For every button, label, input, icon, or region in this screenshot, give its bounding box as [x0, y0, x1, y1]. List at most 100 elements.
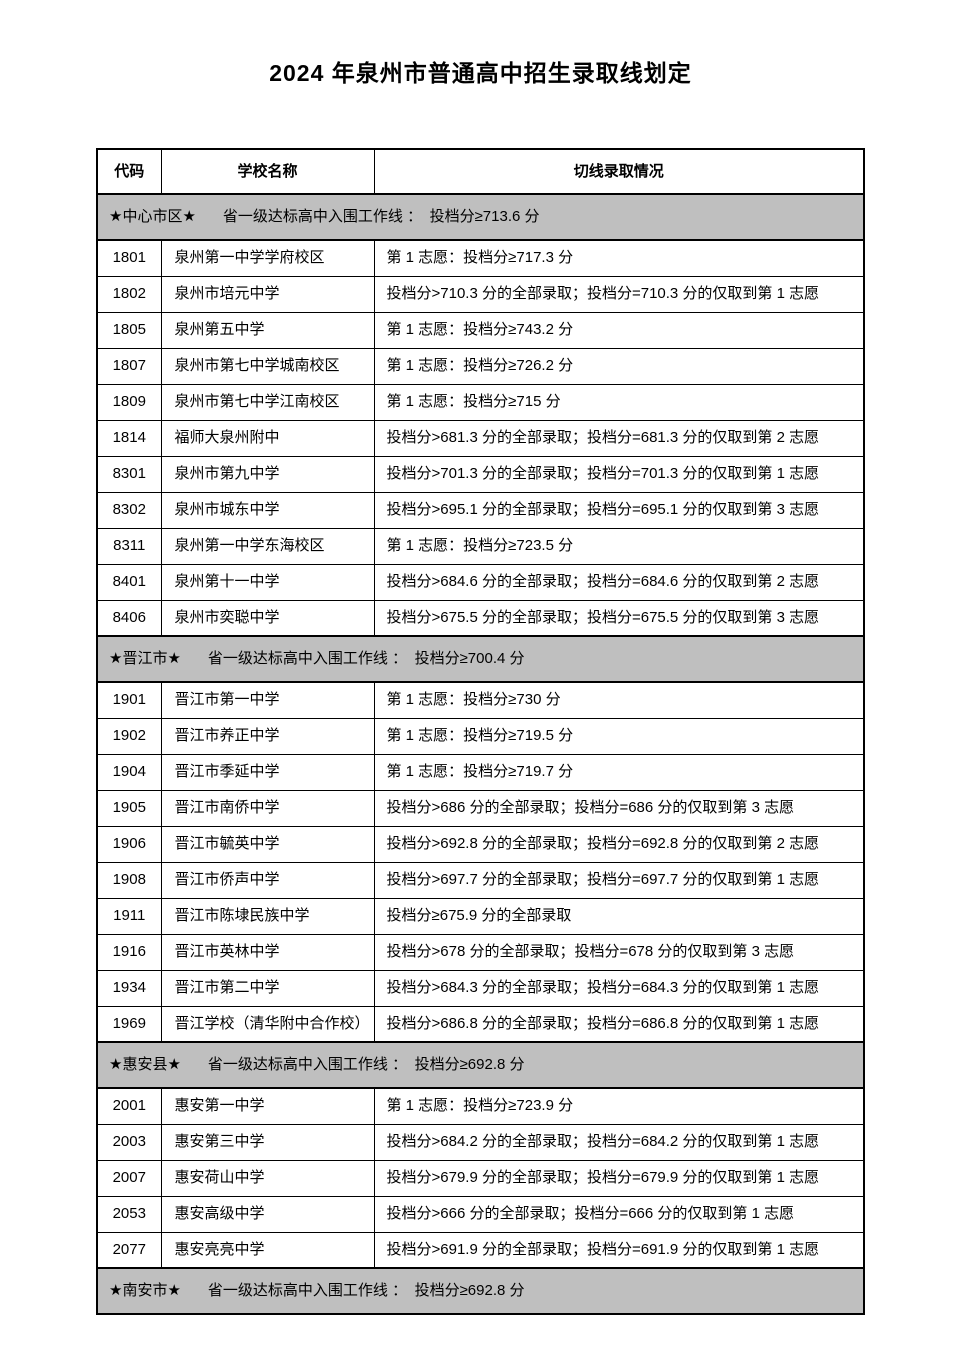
column-header-cutoff-status: 切线录取情况	[373, 148, 865, 195]
admission-cutoff-table: 代码 学校名称 切线录取情况 ★中心市区★ 省一级达标高中入围工作线 ： 投档分≥…	[96, 148, 865, 1315]
school-code-cell: 1916	[96, 933, 162, 971]
school-name-cell: 福师大泉州附中	[160, 419, 375, 457]
school-code-cell: 1901	[96, 681, 162, 719]
school-name-cell: 晋江市陈埭民族中学	[160, 897, 375, 935]
school-name-cell: 惠安亮亮中学	[160, 1231, 375, 1269]
school-name-cell: 泉州第五中学	[160, 311, 375, 349]
school-name-cell: 泉州市第七中学城南校区	[160, 347, 375, 385]
school-row: 1802 泉州市培元中学 投档分>710.3 分的全部录取；投档分=710.3 分的…	[96, 275, 865, 313]
region-name-label: ★晋江市★	[109, 650, 181, 668]
school-code-cell: 2053	[96, 1195, 162, 1233]
school-code-cell: 1969	[96, 1005, 162, 1043]
region-section-row: ★南安市★ 省一级达标高中入围工作线 ： 投档分≥692.8 分	[96, 1267, 865, 1315]
cutoff-detail-cell: 投档分>666 分的全部录取；投档分=666 分的仅取到第 1 志愿	[373, 1195, 865, 1233]
school-row: 1908 晋江市侨声中学 投档分>697.7 分的全部录取；投档分=697.7 分的…	[96, 861, 865, 899]
cutoff-detail-cell: 投档分>695.1 分的全部录取；投档分=695.1 分的仅取到第 3 志愿	[373, 491, 865, 529]
school-code-cell: 8406	[96, 599, 162, 637]
school-row: 8401 泉州第十一中学 投档分>684.6 分的全部录取；投档分=684.6 分的…	[96, 563, 865, 601]
school-code-cell: 2077	[96, 1231, 162, 1269]
school-name-cell: 晋江市季延中学	[160, 753, 375, 791]
school-name-cell: 惠安第一中学	[160, 1087, 375, 1125]
school-name-cell: 泉州市第九中学	[160, 455, 375, 493]
school-row: 2077 惠安亮亮中学 投档分>691.9 分的全部录取；投档分=691.9 分的仅…	[96, 1231, 865, 1269]
school-code-cell: 1814	[96, 419, 162, 457]
school-name-cell: 晋江市侨声中学	[160, 861, 375, 899]
school-row: 1902 晋江市养正中学第 1 志愿：投档分≥719.5 分	[96, 717, 865, 755]
school-row: 1904 晋江市季延中学第 1 志愿：投档分≥719.7 分	[96, 753, 865, 791]
cutoff-detail-cell: 投档分>684.2 分的全部录取；投档分=684.2 分的仅取到第 1 志愿	[373, 1123, 865, 1161]
cutoff-detail-cell: 投档分>684.3 分的全部录取；投档分=684.3 分的仅取到第 1 志愿	[373, 969, 865, 1007]
cutoff-detail-cell: 投档分>692.8 分的全部录取；投档分=692.8 分的仅取到第 2 志愿	[373, 825, 865, 863]
region-workline-text: 省一级达标高中入围工作线 ： 投档分≥700.4 分	[207, 650, 525, 668]
school-code-cell: 2003	[96, 1123, 162, 1161]
region-section-cell: ★南安市★ 省一级达标高中入围工作线 ： 投档分≥692.8 分	[96, 1267, 865, 1315]
school-row: 8311 泉州第一中学东海校区第 1 志愿：投档分≥723.5 分	[96, 527, 865, 565]
cutoff-detail-cell: 投档分>675.5 分的全部录取；投档分=675.5 分的仅取到第 3 志愿	[373, 599, 865, 637]
school-code-cell: 1802	[96, 275, 162, 313]
school-name-cell: 泉州第十一中学	[160, 563, 375, 601]
school-row: 1901 晋江市第一中学第 1 志愿：投档分≥730 分	[96, 681, 865, 719]
school-row: 1814 福师大泉州附中 投档分>681.3 分的全部录取；投档分=681.3 分的…	[96, 419, 865, 457]
column-header-school-name: 学校名称	[160, 148, 375, 195]
column-header-code: 代码	[96, 148, 162, 195]
cutoff-detail-cell: 投档分>686.8 分的全部录取；投档分=686.8 分的仅取到第 1 志愿	[373, 1005, 865, 1043]
cutoff-detail-cell: 投档分>697.7 分的全部录取；投档分=697.7 分的仅取到第 1 志愿	[373, 861, 865, 899]
school-code-cell: 1801	[96, 239, 162, 277]
school-name-cell: 晋江市毓英中学	[160, 825, 375, 863]
school-name-cell: 晋江市第二中学	[160, 969, 375, 1007]
cutoff-detail-cell: 第 1 志愿：投档分≥719.5 分	[373, 717, 865, 755]
region-section-cell: ★晋江市★ 省一级达标高中入围工作线 ： 投档分≥700.4 分	[96, 635, 865, 683]
school-name-cell: 泉州市培元中学	[160, 275, 375, 313]
region-workline-text: 省一级达标高中入围工作线 ： 投档分≥713.6 分	[222, 208, 540, 226]
school-code-cell: 8311	[96, 527, 162, 565]
page-title: 2024 年泉州市普通高中招生录取线划定	[269, 60, 692, 86]
cutoff-detail-cell: 投档分>684.6 分的全部录取；投档分=684.6 分的仅取到第 2 志愿	[373, 563, 865, 601]
school-code-cell: 1807	[96, 347, 162, 385]
region-section-cell: ★惠安县★ 省一级达标高中入围工作线 ： 投档分≥692.8 分	[96, 1041, 865, 1089]
school-row: 8301 泉州市第九中学 投档分>701.3 分的全部录取；投档分=701.3 分的…	[96, 455, 865, 493]
school-code-cell: 8401	[96, 563, 162, 601]
school-row: 1801 泉州第一中学学府校区第 1 志愿：投档分≥717.3 分	[96, 239, 865, 277]
school-code-cell: 1934	[96, 969, 162, 1007]
school-name-cell: 泉州市第七中学江南校区	[160, 383, 375, 421]
school-code-cell: 1905	[96, 789, 162, 827]
school-row: 8406 泉州市奕聪中学 投档分>675.5 分的全部录取；投档分=675.5 分的…	[96, 599, 865, 637]
school-code-cell: 8301	[96, 455, 162, 493]
cutoff-detail-cell: 投档分≥675.9 分的全部录取	[373, 897, 865, 935]
cutoff-detail-cell: 第 1 志愿：投档分≥723.9 分	[373, 1087, 865, 1125]
school-name-cell: 晋江市南侨中学	[160, 789, 375, 827]
region-workline-text: 省一级达标高中入围工作线 ： 投档分≥692.8 分	[207, 1056, 525, 1074]
region-section-row: ★中心市区★ 省一级达标高中入围工作线 ： 投档分≥713.6 分	[96, 193, 865, 241]
cutoff-detail-cell: 投档分>681.3 分的全部录取；投档分=681.3 分的仅取到第 2 志愿	[373, 419, 865, 457]
cutoff-detail-cell: 第 1 志愿：投档分≥719.7 分	[373, 753, 865, 791]
school-row: 8302 泉州市城东中学 投档分>695.1 分的全部录取；投档分=695.1 分的…	[96, 491, 865, 529]
school-name-cell: 惠安高级中学	[160, 1195, 375, 1233]
school-name-cell: 泉州市奕聪中学	[160, 599, 375, 637]
cutoff-detail-cell: 投档分>679.9 分的全部录取；投档分=679.9 分的仅取到第 1 志愿	[373, 1159, 865, 1197]
school-code-cell: 1906	[96, 825, 162, 863]
school-code-cell: 2001	[96, 1087, 162, 1125]
cutoff-detail-cell: 投档分>686 分的全部录取；投档分=686 分的仅取到第 3 志愿	[373, 789, 865, 827]
school-row: 2007 惠安荷山中学 投档分>679.9 分的全部录取；投档分=679.9 分的仅…	[96, 1159, 865, 1197]
school-name-cell: 泉州第一中学东海校区	[160, 527, 375, 565]
school-row: 1934 晋江市第二中学 投档分>684.3 分的全部录取；投档分=684.3 分的…	[96, 969, 865, 1007]
school-name-cell: 惠安荷山中学	[160, 1159, 375, 1197]
region-name-label: ★中心市区★	[109, 208, 196, 226]
table-header-row: 代码 学校名称 切线录取情况	[96, 148, 865, 195]
school-row: 1905 晋江市南侨中学 投档分>686 分的全部录取；投档分=686 分的仅取到第…	[96, 789, 865, 827]
school-name-cell: 晋江学校（清华附中合作校）	[160, 1005, 375, 1043]
school-row: 1916 晋江市英林中学 投档分>678 分的全部录取；投档分=678 分的仅取到第…	[96, 933, 865, 971]
school-name-cell: 晋江市养正中学	[160, 717, 375, 755]
school-code-cell: 1902	[96, 717, 162, 755]
region-section-cell: ★中心市区★ 省一级达标高中入围工作线 ： 投档分≥713.6 分	[96, 193, 865, 241]
cutoff-detail-cell: 投档分>710.3 分的全部录取；投档分=710.3 分的仅取到第 1 志愿	[373, 275, 865, 313]
cutoff-detail-cell: 第 1 志愿：投档分≥715 分	[373, 383, 865, 421]
school-name-cell: 晋江市第一中学	[160, 681, 375, 719]
school-row: 2001 惠安第一中学第 1 志愿：投档分≥723.9 分	[96, 1087, 865, 1125]
region-name-label: ★南安市★	[109, 1282, 181, 1300]
school-row: 1805 泉州第五中学第 1 志愿：投档分≥743.2 分	[96, 311, 865, 349]
cutoff-detail-cell: 投档分>691.9 分的全部录取；投档分=691.9 分的仅取到第 1 志愿	[373, 1231, 865, 1269]
cutoff-detail-cell: 第 1 志愿：投档分≥730 分	[373, 681, 865, 719]
cutoff-detail-cell: 第 1 志愿：投档分≥717.3 分	[373, 239, 865, 277]
